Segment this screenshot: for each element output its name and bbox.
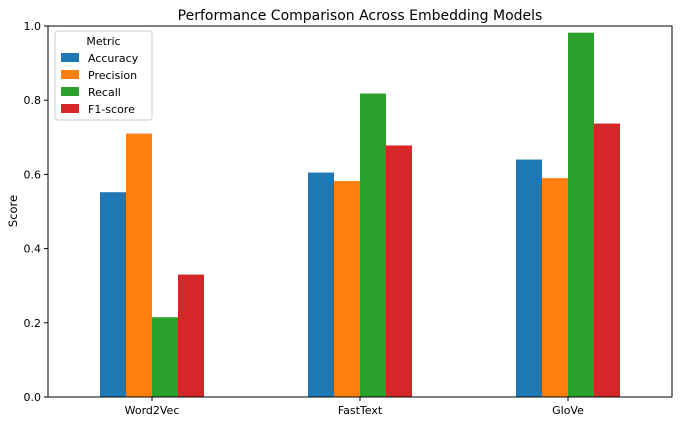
- legend-label: Precision: [88, 69, 137, 82]
- legend-swatch: [61, 104, 79, 113]
- y-tick-label: 0.6: [24, 168, 42, 181]
- bar-f1-score-fasttext: [386, 145, 412, 397]
- plot-frame: [47, 25, 673, 398]
- legend-label: F1-score: [88, 103, 135, 116]
- legend-swatch: [61, 53, 79, 62]
- legend-swatch: [61, 70, 79, 79]
- legend-box: [54, 30, 153, 121]
- bar-precision-word2vec: [126, 133, 152, 397]
- x-tick-label: FastText: [338, 404, 383, 417]
- chart-title: Performance Comparison Across Embedding …: [178, 8, 543, 24]
- y-tick-label: 0.4: [24, 243, 42, 256]
- legend-label: Recall: [88, 86, 121, 99]
- bar-f1-score-glove: [594, 123, 620, 397]
- y-axis: 0.0 0.2 0.4 0.6 0.8 1.0: [24, 20, 48, 404]
- bar-accuracy-fasttext: [308, 172, 334, 397]
- y-tick-label: 1.0: [24, 20, 42, 33]
- legend-title: Metric: [86, 35, 120, 48]
- x-tick-label: GloVe: [552, 404, 584, 417]
- legend: Metric Accuracy Precision Recall F1-score: [54, 30, 153, 121]
- bar-recall-glove: [568, 32, 594, 397]
- x-axis: Word2Vec FastText GloVe: [125, 397, 584, 417]
- y-tick-label: 0.0: [24, 391, 42, 404]
- y-tick-label: 0.8: [24, 94, 42, 107]
- bars: [100, 32, 620, 397]
- bar-recall-fasttext: [360, 93, 386, 397]
- bar-recall-word2vec: [152, 317, 178, 397]
- legend-label: Accuracy: [88, 52, 139, 65]
- y-axis-label: Score: [6, 195, 20, 227]
- bar-accuracy-glove: [516, 159, 542, 397]
- y-tick-label: 0.2: [24, 317, 42, 330]
- bar-precision-glove: [542, 178, 568, 397]
- bar-accuracy-word2vec: [100, 192, 126, 397]
- x-tick-label: Word2Vec: [125, 404, 180, 417]
- bar-f1-score-word2vec: [178, 274, 204, 397]
- legend-swatch: [61, 87, 79, 96]
- bar-precision-fasttext: [334, 181, 360, 397]
